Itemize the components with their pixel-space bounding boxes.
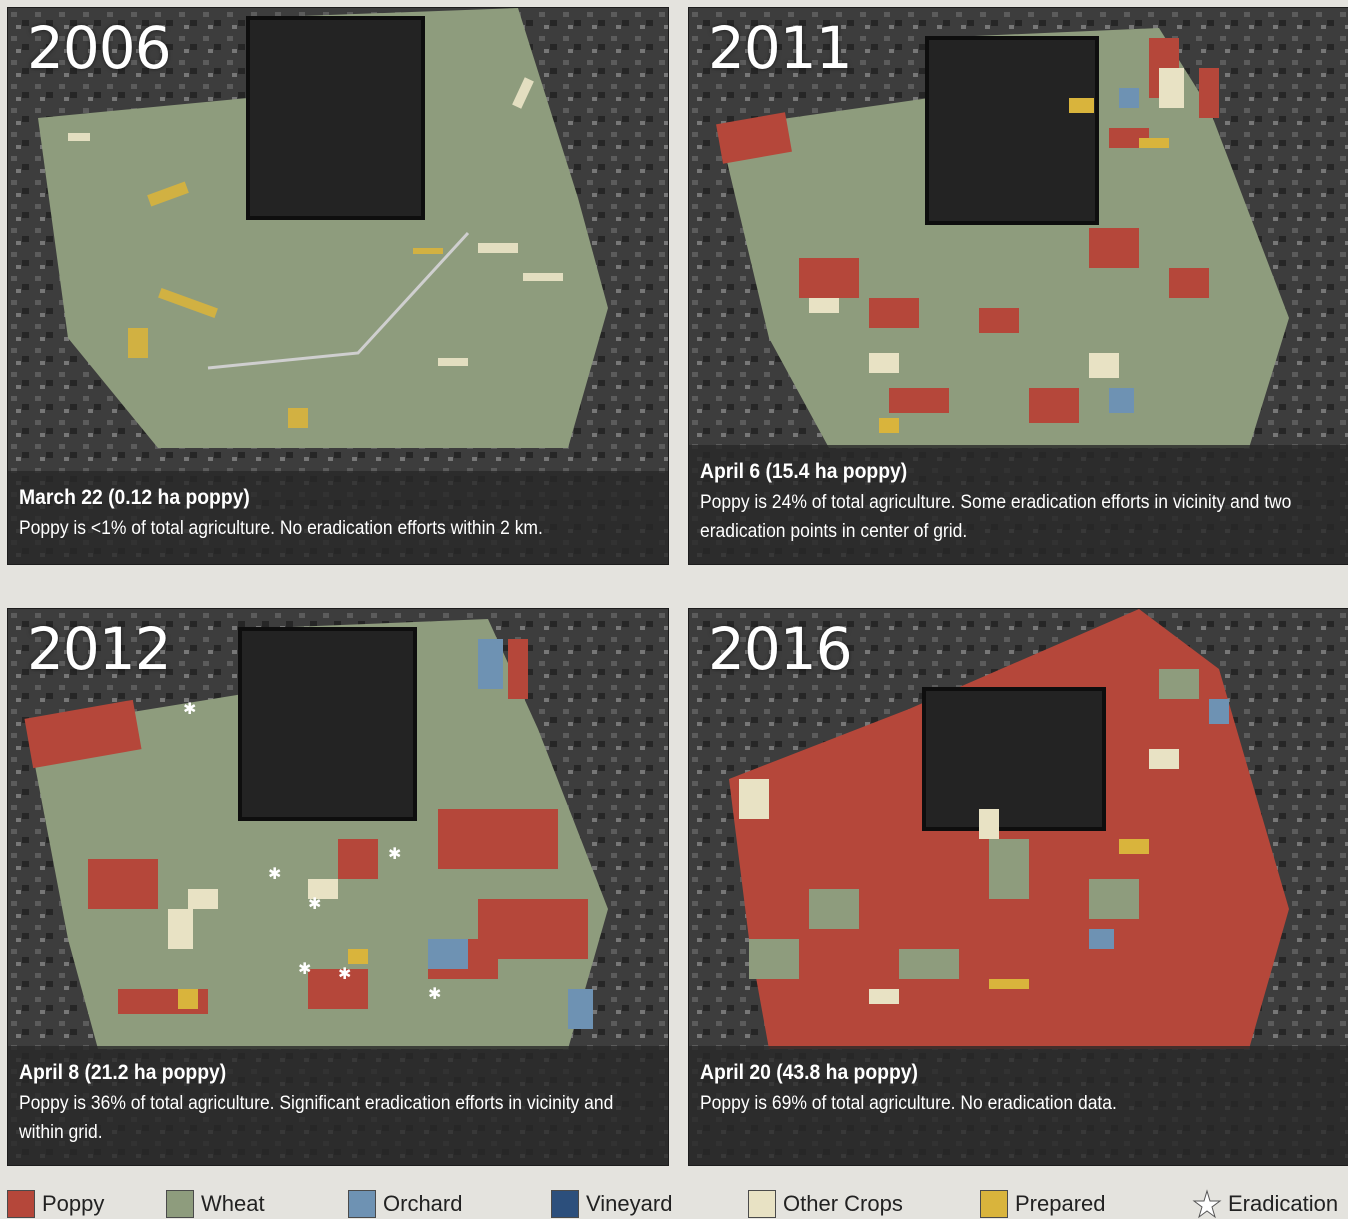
legend-item-orchard: Orchard bbox=[348, 1188, 462, 1219]
year-label: 2012 bbox=[27, 615, 172, 683]
legend-label: Prepared bbox=[1015, 1190, 1106, 1216]
legend-label: Orchard bbox=[383, 1190, 463, 1216]
wheat-swatch bbox=[166, 1189, 194, 1218]
caption-text: Poppy is <1% of total agriculture. No er… bbox=[19, 518, 543, 539]
poppy-swatch bbox=[7, 1189, 35, 1218]
legend-item-poppy: Poppy bbox=[7, 1188, 104, 1219]
svg-text:✱: ✱ bbox=[268, 864, 281, 883]
legend-item-vineyard: Vineyard bbox=[551, 1188, 672, 1219]
legend-label: Other Crops bbox=[783, 1190, 903, 1216]
legend-item-prepared: Prepared bbox=[980, 1188, 1106, 1219]
legend-label: Vineyard bbox=[586, 1190, 673, 1216]
svg-text:✱: ✱ bbox=[298, 959, 311, 978]
legend-label: Eradication bbox=[1228, 1190, 1339, 1216]
village-grid bbox=[922, 687, 1106, 831]
map-panel-2011: 2011 April 6 (15.4 ha poppy) Poppy is 24… bbox=[688, 7, 1348, 565]
legend-item-other-crops: Other Crops bbox=[748, 1188, 903, 1219]
caption-box: March 22 (0.12 ha poppy) Poppy is <1% of… bbox=[8, 471, 668, 564]
caption-text: Poppy is 24% of total agriculture. Some … bbox=[700, 492, 1292, 542]
caption-text: Poppy is 69% of total agriculture. No er… bbox=[700, 1093, 1117, 1114]
orchard-swatch bbox=[348, 1189, 376, 1218]
caption-title: April 20 (43.8 ha poppy) bbox=[700, 1061, 918, 1084]
other-crops-swatch bbox=[748, 1189, 776, 1218]
legend-item-wheat: Wheat bbox=[166, 1188, 265, 1219]
eradication-markers: ✱ ✱ ✱ ✱ ✱ ✱ ✱ bbox=[183, 699, 441, 1003]
map-panel-2012: ✱ ✱ ✱ ✱ ✱ ✱ ✱ 2012 April 8 (21.2 ha popp… bbox=[7, 608, 669, 1166]
map-legend: Poppy Wheat Orchard Vineyard Other Crops… bbox=[0, 1188, 1348, 1219]
caption-box: April 20 (43.8 ha poppy) Poppy is 69% of… bbox=[689, 1046, 1348, 1165]
svg-text:✱: ✱ bbox=[388, 844, 401, 863]
field-area bbox=[38, 8, 608, 448]
svg-text:✱: ✱ bbox=[338, 964, 351, 983]
star-icon bbox=[1192, 1188, 1222, 1218]
caption-title: April 6 (15.4 ha poppy) bbox=[700, 460, 908, 483]
year-label: 2011 bbox=[708, 14, 853, 82]
svg-text:✱: ✱ bbox=[183, 699, 196, 718]
village-grid bbox=[925, 36, 1099, 225]
caption-text: Poppy is 36% of total agriculture. Signi… bbox=[19, 1093, 614, 1143]
caption-box: April 6 (15.4 ha poppy) Poppy is 24% of … bbox=[689, 445, 1348, 564]
caption-box: April 8 (21.2 ha poppy) Poppy is 36% of … bbox=[8, 1046, 668, 1165]
legend-item-eradication: Eradication bbox=[1192, 1188, 1338, 1219]
satellite-map: ✱ ✱ ✱ ✱ ✱ ✱ ✱ bbox=[8, 609, 668, 1165]
legend-label: Poppy bbox=[42, 1190, 105, 1216]
satellite-map bbox=[8, 8, 668, 564]
svg-text:✱: ✱ bbox=[308, 894, 321, 913]
map-panel-2006: 2006 March 22 (0.12 ha poppy) Poppy is <… bbox=[7, 7, 669, 565]
village-grid bbox=[246, 16, 425, 220]
village-grid bbox=[238, 627, 417, 821]
legend-label: Wheat bbox=[201, 1190, 265, 1216]
caption-title: April 8 (21.2 ha poppy) bbox=[19, 1061, 227, 1084]
caption-title: March 22 (0.12 ha poppy) bbox=[19, 486, 250, 509]
svg-text:✱: ✱ bbox=[428, 984, 441, 1003]
prepared-swatch bbox=[980, 1189, 1008, 1218]
map-panel-2016: 2016 April 20 (43.8 ha poppy) Poppy is 6… bbox=[688, 608, 1348, 1166]
year-label: 2006 bbox=[27, 14, 172, 82]
year-label: 2016 bbox=[708, 615, 853, 683]
vineyard-swatch bbox=[551, 1189, 579, 1218]
